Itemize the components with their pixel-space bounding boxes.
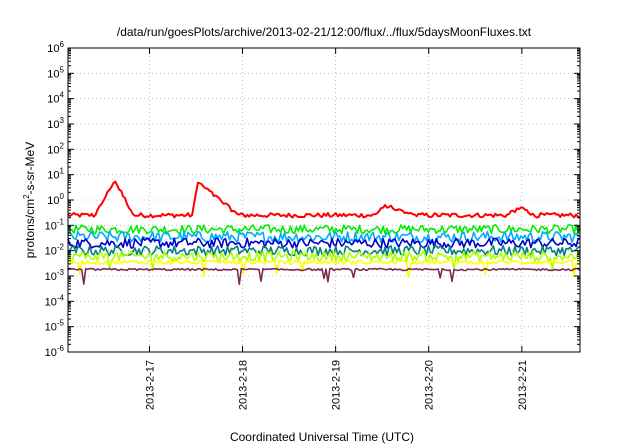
y-tick-label: 10-5 <box>45 319 65 334</box>
y-tick-base: 10 <box>47 144 59 156</box>
x-axis-ticks: 2013-2-17 2013-2-18 2013-2-19 2013-2-20 2013… <box>144 48 529 410</box>
y-tick-label: 105 <box>47 65 64 80</box>
y-tick-exponent: -2 <box>57 243 65 252</box>
y-tick-exponent: 3 <box>60 116 65 125</box>
y-tick-exponent: -5 <box>57 319 65 328</box>
y-tick-exponent: 6 <box>60 40 65 49</box>
y-tick-label: 100 <box>47 192 64 207</box>
series-line <box>67 237 581 249</box>
y-tick-base: 10 <box>47 170 59 182</box>
y-tick-exponent: -3 <box>57 268 65 277</box>
y-axis-label: protons/cm2-s-sr-MeV <box>22 142 37 258</box>
series-line <box>67 230 581 244</box>
y-tick-exponent: -6 <box>57 344 65 353</box>
y-tick-exponent: -1 <box>57 217 65 226</box>
series-line <box>67 244 581 257</box>
y-tick-exponent: 0 <box>60 192 65 201</box>
x-tick-label: 2013-2-21 <box>517 360 529 410</box>
series-line <box>67 180 581 219</box>
series-line <box>67 224 581 235</box>
x-tick-label: 2013-2-19 <box>331 360 343 410</box>
series-lines <box>67 180 581 286</box>
y-tick-base: 10 <box>47 119 59 131</box>
x-tick-label: 2013-2-18 <box>238 360 250 410</box>
y-tick-label: 10-4 <box>45 293 65 308</box>
y-tick-exponent: 2 <box>60 141 65 150</box>
y-axis-label-prefix: protons/cm <box>23 199 37 258</box>
y-tick-label: 103 <box>47 116 64 131</box>
y-tick-label: 10-6 <box>45 344 65 359</box>
y-tick-label: 10-1 <box>45 217 65 232</box>
y-tick-base: 10 <box>47 94 59 106</box>
y-tick-exponent: -4 <box>57 293 65 302</box>
y-tick-base: 10 <box>45 322 57 334</box>
y-tick-base: 10 <box>45 246 57 258</box>
y-axis-label-sup: 2 <box>22 194 31 199</box>
y-tick-base: 10 <box>45 220 57 232</box>
y-tick-exponent: 5 <box>60 65 65 74</box>
x-axis-label: Coordinated Universal Time (UTC) <box>230 430 414 444</box>
series-line <box>67 250 581 272</box>
y-tick-base: 10 <box>47 68 59 80</box>
series-line <box>67 259 581 279</box>
grid-lines <box>68 47 580 353</box>
x-tick-label: 2013-2-20 <box>424 360 436 410</box>
y-axis-label-suffix: -s-sr-MeV <box>23 142 37 195</box>
series-line <box>67 267 581 286</box>
y-tick-base: 10 <box>47 195 59 207</box>
y-tick-base: 10 <box>45 296 57 308</box>
y-tick-label: 10-2 <box>45 243 65 258</box>
y-tick-label: 102 <box>47 141 64 156</box>
y-tick-label: 106 <box>47 40 64 55</box>
chart-title: /data/run/goesPlots/archive/2013-02-21/1… <box>117 25 532 39</box>
y-tick-base: 10 <box>45 347 57 359</box>
y-tick-exponent: 4 <box>60 91 65 100</box>
y-tick-label: 10-3 <box>45 268 65 283</box>
x-tick-label: 2013-2-17 <box>144 360 156 410</box>
y-tick-label: 104 <box>47 91 64 106</box>
y-tick-exponent: 1 <box>60 167 65 176</box>
y-tick-base: 10 <box>45 271 57 283</box>
y-axis-ticks: 10-610-510-410-310-210-11001011021031041… <box>45 40 580 359</box>
y-tick-label: 101 <box>47 167 64 182</box>
y-tick-base: 10 <box>47 43 59 55</box>
